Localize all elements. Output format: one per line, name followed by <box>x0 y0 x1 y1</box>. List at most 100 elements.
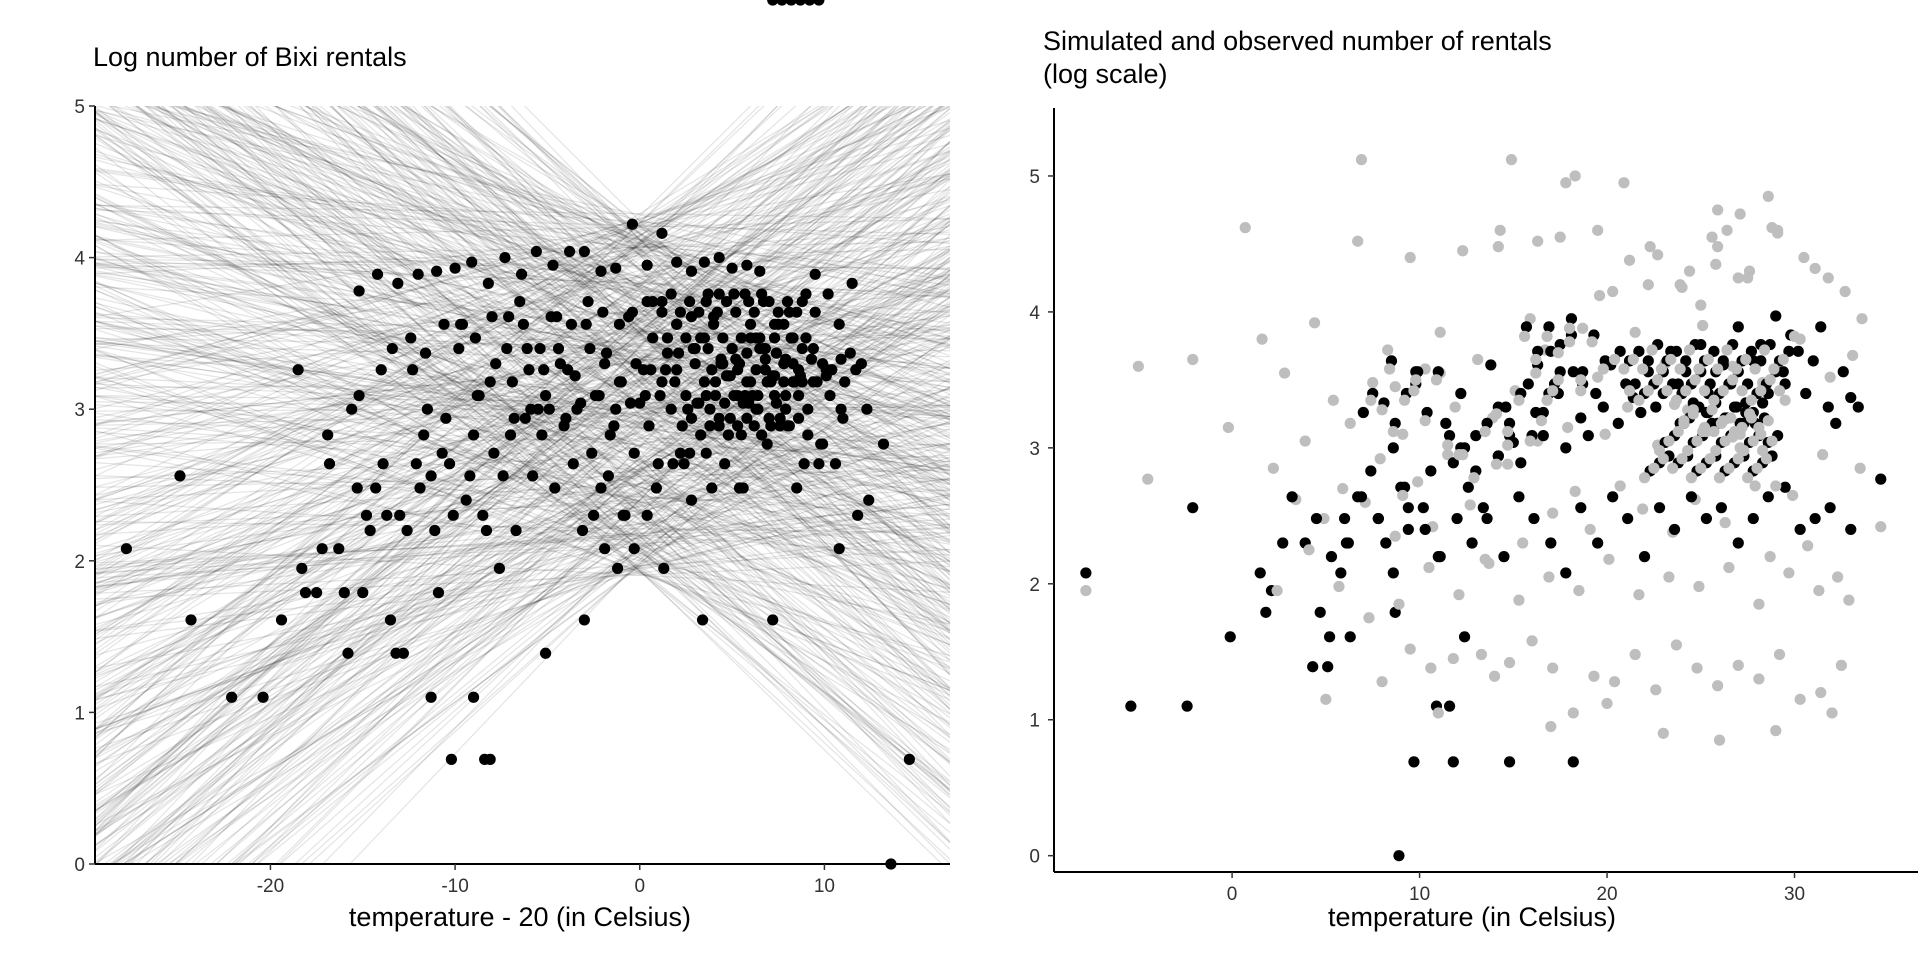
simulated-point <box>1671 395 1682 406</box>
right-panel: Simulated and observed number of rentals… <box>1029 26 1918 932</box>
data-point <box>680 332 691 343</box>
x-tick-label: -10 <box>441 876 468 897</box>
simulated-point <box>1633 589 1644 600</box>
simulated-point <box>1256 334 1267 345</box>
data-point <box>448 510 459 521</box>
simulated-point <box>1412 476 1423 487</box>
data-point <box>802 429 813 440</box>
data-point <box>677 420 688 431</box>
simulated-point <box>1483 558 1494 569</box>
data-point <box>392 278 403 289</box>
simulated-point <box>1712 680 1723 691</box>
simulated-point <box>1663 571 1674 582</box>
data-point <box>728 390 739 401</box>
simulated-point <box>1630 649 1641 660</box>
data-point <box>342 648 353 659</box>
y-tick-label: 4 <box>1029 303 1040 324</box>
simulated-point <box>1553 374 1564 385</box>
simulated-point <box>1714 735 1725 746</box>
data-point <box>653 458 664 469</box>
data-point <box>276 614 287 625</box>
simulated-point <box>1356 154 1367 165</box>
observed-point <box>1748 513 1759 524</box>
data-point <box>734 482 745 493</box>
y-tick-label: 0 <box>1029 847 1040 868</box>
simulated-point <box>1133 361 1144 372</box>
data-point <box>293 364 304 375</box>
data-point <box>723 429 734 440</box>
observed-point <box>1345 631 1356 642</box>
data-point <box>760 354 771 365</box>
simulated-point <box>1789 331 1800 342</box>
simulated-point <box>1688 408 1699 419</box>
observed-point <box>1425 465 1436 476</box>
data-point <box>839 376 850 387</box>
observed-point <box>1598 401 1609 412</box>
data-point <box>339 587 350 598</box>
simulated-point <box>1547 662 1558 673</box>
observed-point <box>1795 524 1806 535</box>
simulated-point <box>1630 327 1641 338</box>
simulated-point <box>1624 385 1635 396</box>
data-point <box>745 319 756 330</box>
data-point <box>481 525 492 536</box>
observed-point <box>1757 397 1768 408</box>
data-point <box>789 376 800 387</box>
data-point <box>671 257 682 268</box>
observed-point <box>1388 567 1399 578</box>
data-point <box>717 332 728 343</box>
data-point <box>418 429 429 440</box>
y-tick-label: 1 <box>74 703 85 724</box>
data-point <box>730 307 741 318</box>
data-point <box>714 252 725 263</box>
observed-point <box>1388 442 1399 453</box>
simulated-point <box>1705 453 1716 464</box>
y-tick-label: 5 <box>1029 167 1040 188</box>
data-point <box>656 307 667 318</box>
observed-point <box>1365 465 1376 476</box>
data-point <box>799 458 810 469</box>
data-point <box>680 390 691 401</box>
data-point <box>425 470 436 481</box>
observed-point <box>1307 661 1318 672</box>
simulated-point <box>1765 551 1776 562</box>
data-point <box>549 482 560 493</box>
observed-point <box>1823 401 1834 412</box>
left-chart-title: Log number of Bixi rentals <box>93 42 407 72</box>
data-point <box>455 319 466 330</box>
simulated-point <box>1491 408 1502 419</box>
data-point <box>780 390 791 401</box>
simulated-point <box>1320 694 1331 705</box>
data-point <box>708 319 719 330</box>
simulated-point <box>1733 272 1744 283</box>
simulated-point <box>1541 331 1552 342</box>
observed-point <box>1255 567 1266 578</box>
simulated-point <box>1517 537 1528 548</box>
simulated-point <box>1646 344 1657 355</box>
data-point <box>787 332 798 343</box>
observed-point <box>1669 524 1680 535</box>
simulated-point <box>1708 395 1719 406</box>
data-point <box>365 525 376 536</box>
observed-point <box>1845 392 1856 403</box>
simulated-point <box>1855 463 1866 474</box>
simulated-point <box>1465 499 1476 510</box>
simulated-point <box>1703 354 1714 365</box>
data-point <box>662 348 673 359</box>
simulated-point <box>1493 241 1504 252</box>
data-point <box>817 438 828 449</box>
data-point <box>643 420 654 431</box>
data-point <box>704 420 715 431</box>
simulated-point <box>1676 282 1687 293</box>
data-point <box>425 692 436 703</box>
simulated-point <box>1457 245 1468 256</box>
data-point <box>577 525 588 536</box>
observed-point <box>1513 491 1524 502</box>
data-point <box>823 288 834 299</box>
data-point <box>586 448 597 459</box>
simulated-point <box>1663 435 1674 446</box>
simulated-point <box>1405 252 1416 263</box>
data-point <box>579 614 590 625</box>
data-point <box>525 404 536 415</box>
data-point <box>686 495 697 506</box>
